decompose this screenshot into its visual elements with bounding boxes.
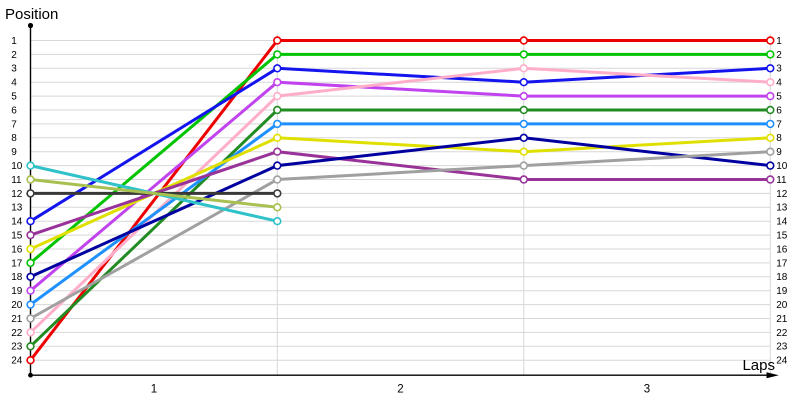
svg-text:16: 16	[776, 244, 788, 255]
svg-text:10: 10	[11, 161, 23, 172]
svg-text:21: 21	[776, 314, 788, 325]
svg-text:12: 12	[776, 189, 788, 200]
svg-text:16: 16	[11, 244, 23, 255]
svg-text:Position: Position	[5, 6, 58, 23]
svg-text:17: 17	[11, 258, 23, 269]
svg-text:12: 12	[11, 189, 23, 200]
svg-text:3: 3	[776, 64, 782, 75]
svg-text:20: 20	[11, 300, 23, 311]
svg-text:15: 15	[11, 231, 23, 242]
svg-text:10: 10	[776, 161, 788, 172]
svg-text:11: 11	[776, 175, 787, 186]
svg-text:Laps: Laps	[742, 357, 775, 374]
svg-text:7: 7	[11, 119, 17, 130]
svg-text:22: 22	[11, 328, 23, 339]
svg-text:4: 4	[11, 78, 17, 89]
svg-text:2: 2	[397, 384, 403, 396]
svg-text:11: 11	[11, 175, 22, 186]
svg-text:9: 9	[11, 147, 17, 158]
svg-text:21: 21	[11, 314, 23, 325]
svg-text:15: 15	[776, 231, 788, 242]
svg-text:4: 4	[776, 78, 782, 89]
svg-text:5: 5	[776, 92, 782, 103]
svg-text:23: 23	[11, 342, 23, 353]
svg-text:2: 2	[11, 50, 17, 61]
svg-text:1: 1	[776, 36, 782, 47]
svg-text:6: 6	[11, 105, 17, 116]
svg-text:19: 19	[11, 286, 23, 297]
svg-text:1: 1	[151, 384, 157, 396]
svg-text:17: 17	[776, 258, 788, 269]
svg-text:7: 7	[776, 119, 782, 130]
svg-text:13: 13	[11, 203, 23, 214]
svg-text:8: 8	[11, 133, 17, 144]
svg-text:8: 8	[776, 133, 782, 144]
svg-text:13: 13	[776, 203, 788, 214]
svg-text:24: 24	[11, 356, 23, 367]
svg-text:5: 5	[11, 92, 17, 103]
svg-text:14: 14	[11, 217, 23, 228]
svg-text:22: 22	[776, 328, 788, 339]
svg-text:2: 2	[776, 50, 782, 61]
svg-text:20: 20	[776, 300, 788, 311]
svg-text:23: 23	[776, 342, 788, 353]
svg-text:18: 18	[11, 272, 23, 283]
svg-text:6: 6	[776, 105, 782, 116]
svg-text:24: 24	[776, 356, 788, 367]
svg-text:1: 1	[11, 36, 17, 47]
svg-text:9: 9	[776, 147, 782, 158]
svg-text:18: 18	[776, 272, 788, 283]
svg-text:19: 19	[776, 286, 788, 297]
svg-text:3: 3	[644, 384, 650, 396]
svg-text:14: 14	[776, 217, 788, 228]
svg-text:3: 3	[11, 64, 17, 75]
